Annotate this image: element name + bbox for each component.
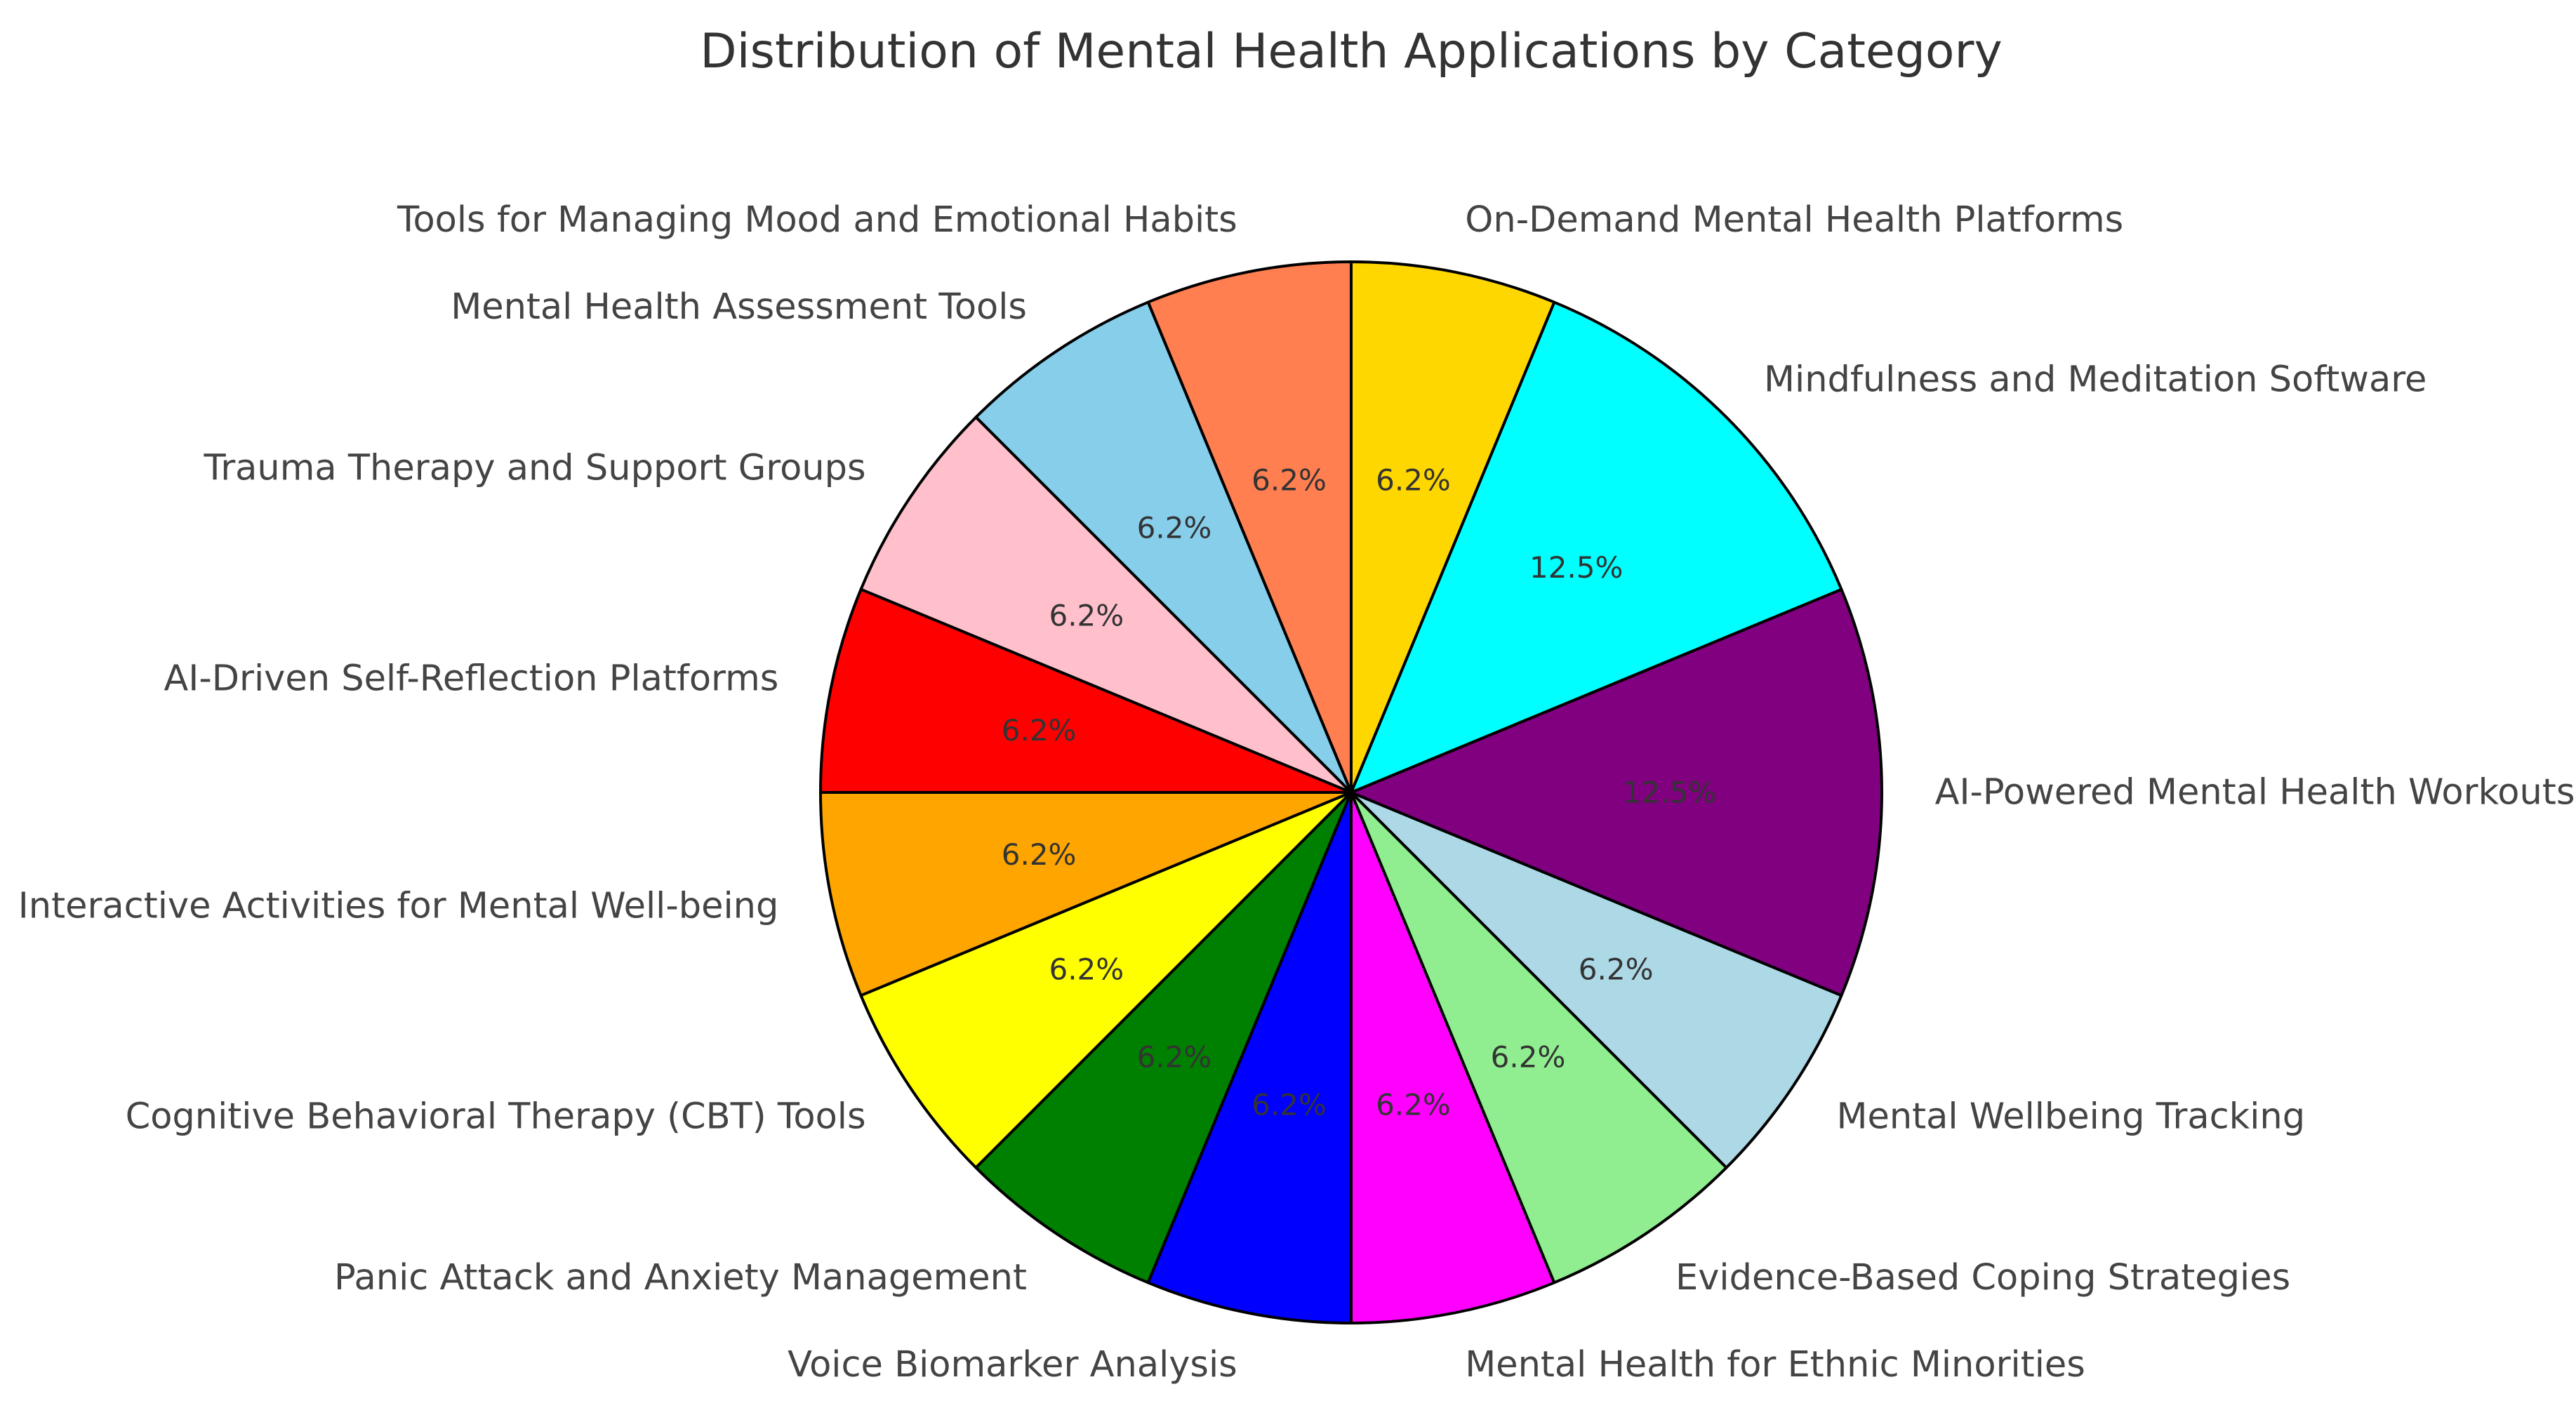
pie-category-label: Mental Health Assessment Tools bbox=[451, 286, 1027, 328]
pie-slice bbox=[1350, 791, 1556, 1324]
pie-slice bbox=[1350, 791, 1728, 1284]
pie-percent-label: 6.2% bbox=[1252, 1087, 1327, 1122]
pie-category-label: Trauma Therapy and Support Groups bbox=[204, 447, 866, 489]
pie-percent-label: 6.2% bbox=[1376, 463, 1451, 498]
pie-percent-label: 6.2% bbox=[1252, 463, 1327, 498]
pie-percent-labels: 6.2% 6.2% 6.2% 6.2% 6.2% 6.2% 6.2% 6.2% 6.2% 6.2%… bbox=[1002, 463, 1717, 1122]
pie-percent-label: 6.2% bbox=[1579, 952, 1654, 987]
pie-percent-label: 6.2% bbox=[1002, 713, 1077, 748]
pie-slice bbox=[859, 416, 1353, 794]
pie-percent-label: 6.2% bbox=[1002, 837, 1077, 872]
pie-slice bbox=[974, 300, 1353, 794]
pie-category-label: Panic Attack and Anxiety Management bbox=[334, 1257, 1027, 1298]
pie-category-label: Interactive Activities for Mental Well-b… bbox=[18, 886, 779, 927]
pie-slice bbox=[819, 791, 1353, 997]
pie-category-label: AI-Driven Self-Reflection Platforms bbox=[164, 658, 778, 699]
pie-percent-label: 6.2% bbox=[1049, 598, 1124, 632]
pie-category-label: Voice Biomarker Analysis bbox=[788, 1344, 1237, 1386]
pie-slices bbox=[819, 260, 1883, 1324]
pie-category-label: Evidence-Based Coping Strategies bbox=[1675, 1257, 2290, 1298]
pie-slice bbox=[859, 791, 1353, 1169]
pie-percent-label: 12.5% bbox=[1623, 776, 1716, 810]
pie-category-label: Mental Wellbeing Tracking bbox=[1836, 1096, 2305, 1138]
pie-percent-label: 6.2% bbox=[1137, 1040, 1212, 1075]
pie-category-labels: Tools for Managing Mood and Emotional Ha… bbox=[18, 199, 2575, 1386]
pie-slice bbox=[1350, 791, 1843, 1169]
pie-slice bbox=[1146, 260, 1353, 794]
pie-category-label: Cognitive Behavioral Therapy (CBT) Tools bbox=[126, 1096, 866, 1138]
pie-percent-label: 6.2% bbox=[1491, 1040, 1566, 1075]
pie-category-label: Mental Health for Ethnic Minorities bbox=[1465, 1344, 2085, 1386]
pie-percent-label: 12.5% bbox=[1529, 550, 1623, 585]
pie-slice bbox=[1350, 260, 1556, 794]
pie-category-label: AI-Powered Mental Health Workouts bbox=[1935, 772, 2575, 813]
pie-percent-label: 6.2% bbox=[1137, 510, 1212, 545]
pie-percent-label: 6.2% bbox=[1376, 1087, 1451, 1122]
pie-category-label: On-Demand Mental Health Platforms bbox=[1465, 199, 2123, 241]
pie-slice bbox=[1350, 300, 1843, 794]
chart-title: Distribution of Mental Health Applicatio… bbox=[700, 24, 2002, 79]
pie-percent-label: 6.2% bbox=[1049, 952, 1124, 987]
pie-category-label: Tools for Managing Mood and Emotional Ha… bbox=[397, 199, 1237, 241]
pie-slice bbox=[1146, 791, 1353, 1324]
pie-slice bbox=[1350, 587, 1883, 997]
pie-slice bbox=[819, 587, 1353, 794]
pie-category-label: Mindfulness and Meditation Software bbox=[1764, 359, 2426, 400]
pie-slice bbox=[974, 791, 1353, 1284]
